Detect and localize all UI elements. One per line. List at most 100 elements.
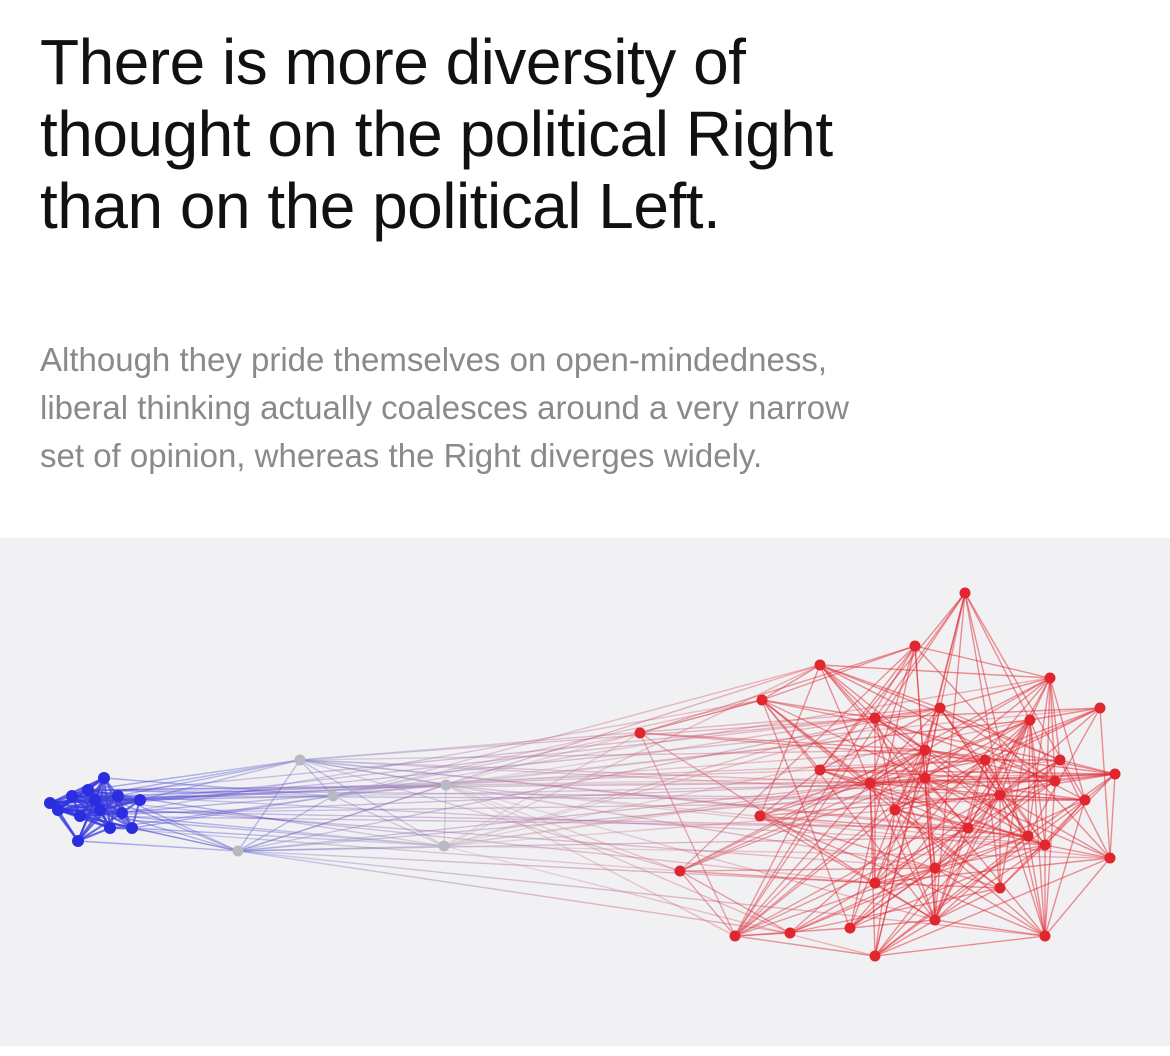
graph-edge [934,867,1001,889]
graph-edge [934,835,1029,921]
graph-edge [999,719,1031,796]
graph-edge [131,827,239,852]
right-node [674,865,686,877]
graph-edge [819,769,1056,782]
graph-edge [874,749,926,884]
right-node [1094,702,1106,714]
graph-edge [759,794,1001,817]
graph-edge [939,677,1051,709]
graph-edge [734,769,821,937]
graph-edge [874,777,926,884]
left-node [104,822,116,834]
graph-edge [299,749,926,761]
graph-edge [894,809,936,921]
right-node [919,744,931,756]
right-node [844,922,856,934]
graph-edge [819,769,1116,775]
right-node [889,804,901,816]
subheadline-line-2: liberal thinking actually coalesces arou… [40,389,849,426]
graph-edge [874,882,1001,889]
graph-edge [874,799,1086,957]
graph-edge [759,815,1029,837]
right-node [814,764,826,776]
center-node [327,790,339,802]
graph-edge [849,867,936,929]
graph-edge [999,794,1111,859]
graph-edge [1029,719,1056,782]
graph-edge [332,699,763,797]
graph-edge [734,809,896,937]
graph-edge [874,857,1111,884]
left-node [52,804,64,816]
left-node [72,835,84,847]
graph-edge [874,935,1046,957]
graph-edge [874,835,1029,957]
graph-edge [869,749,926,784]
graph-edge [874,717,1056,782]
graph-edge [874,717,936,869]
right-node [994,789,1006,801]
graph-edge [874,592,966,719]
right-node [1049,775,1061,787]
right-node [729,930,741,942]
graph-edge [759,769,821,817]
graph-edge [332,664,821,797]
graph-nodes [44,587,1121,962]
right-node [1039,839,1051,851]
center-node [232,845,244,857]
graph-edge [121,699,763,814]
graph-edge [1027,773,1116,837]
graph-edge [874,882,936,921]
graph-edge [139,717,876,801]
graph-edge [874,717,1029,837]
graph-edge [934,844,1046,869]
right-node [934,702,946,714]
graph-edge [237,850,791,934]
graph-edge [1029,719,1046,846]
graph-edge [761,699,876,719]
graph-edge [789,887,1001,934]
graph-edge [894,707,941,811]
graph-edge [299,759,681,872]
graph-edge [894,809,1029,837]
graph-edge [934,759,1061,869]
graph-edge [964,592,1086,801]
graph-edge [759,749,926,817]
graph-edge [999,844,1046,889]
graph-edge [869,777,926,784]
graph-edge [1029,719,1046,937]
left-node [74,810,86,822]
graph-edge [299,759,1086,801]
right-node [1054,754,1066,766]
graph-edge [639,732,926,751]
graph-edge [734,935,876,957]
subheadline-line-3: set of opinion, whereas the Right diverg… [40,437,763,474]
graph-edge [874,867,936,884]
graph-edge [819,664,1051,679]
graph-edge [819,664,871,784]
graph-edge [639,732,736,937]
graph-edge [924,777,1086,801]
network-graph [44,587,1121,962]
left-node [89,794,101,806]
graph-edge [443,784,447,847]
graph-edge [894,809,1001,889]
graph-edge [999,707,1101,796]
graph-edge [299,707,941,761]
graph-edge [934,919,1046,937]
center-node [440,779,452,791]
graph-edge [964,592,1031,721]
graph-edge [819,707,941,771]
graph-edge [445,784,736,937]
center-node [294,754,306,766]
right-node [1022,830,1034,842]
right-node [962,822,974,834]
right-node [929,862,941,874]
graph-edge [1027,677,1051,837]
graph-edge [999,794,1086,801]
headline-line-2: thought on the political Right [40,98,833,170]
left-node [44,797,56,809]
right-node [1079,794,1091,806]
right-node [634,727,646,739]
graph-edge [77,840,239,852]
